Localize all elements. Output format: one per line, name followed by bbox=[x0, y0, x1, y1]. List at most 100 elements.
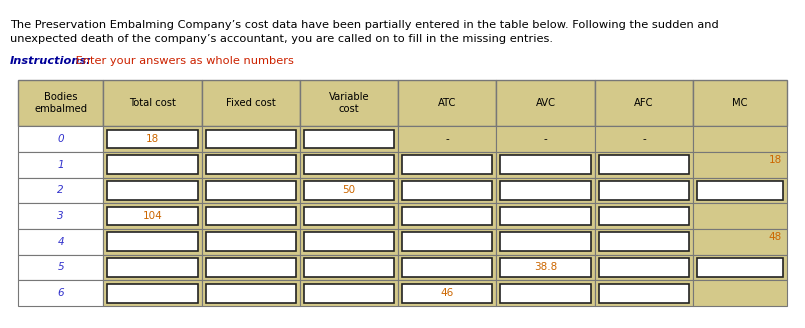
Bar bbox=[202, 255, 300, 280]
Bar bbox=[107, 233, 198, 251]
Bar bbox=[599, 181, 689, 200]
Bar bbox=[304, 181, 394, 200]
Text: The Preservation Embalming Company’s cost data have been partially entered in th: The Preservation Embalming Company’s cos… bbox=[10, 20, 719, 30]
Bar bbox=[18, 229, 104, 255]
Bar bbox=[693, 229, 787, 255]
Bar bbox=[497, 152, 595, 178]
Bar bbox=[599, 258, 689, 277]
Text: 6: 6 bbox=[57, 288, 64, 298]
Bar bbox=[595, 203, 693, 229]
Bar bbox=[104, 178, 202, 203]
Text: 4: 4 bbox=[57, 237, 64, 247]
Bar bbox=[202, 178, 300, 203]
Bar bbox=[398, 80, 497, 126]
Bar bbox=[206, 181, 296, 200]
Bar bbox=[304, 258, 394, 277]
Bar bbox=[107, 258, 198, 277]
Bar bbox=[206, 258, 296, 277]
Bar bbox=[104, 229, 202, 255]
Bar bbox=[398, 203, 497, 229]
Bar bbox=[402, 258, 493, 277]
Text: unexpected death of the company’s accountant, you are called on to fill in the m: unexpected death of the company’s accoun… bbox=[10, 34, 553, 44]
Bar bbox=[206, 155, 296, 174]
Bar bbox=[595, 178, 693, 203]
Text: 50: 50 bbox=[343, 186, 356, 195]
Bar bbox=[599, 155, 689, 174]
Bar bbox=[497, 255, 595, 280]
Text: 18: 18 bbox=[769, 155, 782, 165]
Bar bbox=[104, 80, 202, 126]
Bar bbox=[18, 178, 104, 203]
Bar bbox=[599, 284, 689, 302]
Bar bbox=[501, 181, 591, 200]
Text: AVC: AVC bbox=[535, 98, 555, 108]
Bar bbox=[18, 255, 104, 280]
Bar bbox=[104, 203, 202, 229]
Text: 18: 18 bbox=[146, 134, 159, 144]
Text: 104: 104 bbox=[142, 211, 163, 221]
Bar bbox=[300, 280, 398, 306]
Bar bbox=[497, 80, 595, 126]
Bar bbox=[501, 207, 591, 225]
Bar bbox=[497, 280, 595, 306]
Text: 5: 5 bbox=[57, 262, 64, 273]
Bar bbox=[206, 207, 296, 225]
Bar bbox=[202, 126, 300, 152]
Bar bbox=[104, 280, 202, 306]
Text: Fixed cost: Fixed cost bbox=[226, 98, 275, 108]
Bar bbox=[398, 255, 497, 280]
Bar bbox=[300, 80, 398, 126]
Bar bbox=[693, 178, 787, 203]
Bar bbox=[304, 130, 394, 149]
Bar bbox=[304, 155, 394, 174]
Bar bbox=[202, 80, 300, 126]
Bar bbox=[18, 203, 104, 229]
Bar bbox=[501, 258, 591, 277]
Bar bbox=[18, 152, 104, 178]
Text: -: - bbox=[642, 134, 646, 144]
Bar bbox=[300, 229, 398, 255]
Bar bbox=[300, 255, 398, 280]
Bar bbox=[402, 155, 493, 174]
Bar bbox=[107, 284, 198, 302]
Text: MC: MC bbox=[733, 98, 748, 108]
Bar bbox=[697, 181, 783, 200]
Bar bbox=[107, 207, 198, 225]
Bar bbox=[497, 178, 595, 203]
Bar bbox=[206, 284, 296, 302]
Bar bbox=[304, 233, 394, 251]
Bar bbox=[595, 229, 693, 255]
Bar bbox=[300, 178, 398, 203]
Bar bbox=[402, 284, 493, 302]
Bar bbox=[398, 178, 497, 203]
Bar bbox=[104, 126, 202, 152]
Bar bbox=[599, 233, 689, 251]
Bar bbox=[595, 80, 693, 126]
Text: 46: 46 bbox=[440, 288, 454, 298]
Text: Total cost: Total cost bbox=[129, 98, 176, 108]
Bar bbox=[402, 207, 493, 225]
Bar bbox=[398, 280, 497, 306]
Bar bbox=[107, 130, 198, 149]
Text: 1: 1 bbox=[57, 160, 64, 170]
Bar bbox=[697, 258, 783, 277]
Bar bbox=[398, 229, 497, 255]
Bar bbox=[104, 152, 202, 178]
Text: -: - bbox=[543, 134, 547, 144]
Bar bbox=[501, 233, 591, 251]
Text: Bodies
embalmed: Bodies embalmed bbox=[34, 92, 87, 114]
Bar bbox=[693, 203, 787, 229]
Bar bbox=[398, 152, 497, 178]
Text: 48: 48 bbox=[769, 232, 782, 242]
Bar bbox=[202, 229, 300, 255]
Bar bbox=[497, 203, 595, 229]
Bar bbox=[107, 181, 198, 200]
Bar bbox=[202, 280, 300, 306]
Bar bbox=[18, 80, 104, 126]
Text: -: - bbox=[445, 134, 449, 144]
Bar bbox=[206, 130, 296, 149]
Bar bbox=[304, 207, 394, 225]
Bar bbox=[693, 280, 787, 306]
Text: Instructions:: Instructions: bbox=[10, 56, 92, 66]
Bar bbox=[202, 203, 300, 229]
